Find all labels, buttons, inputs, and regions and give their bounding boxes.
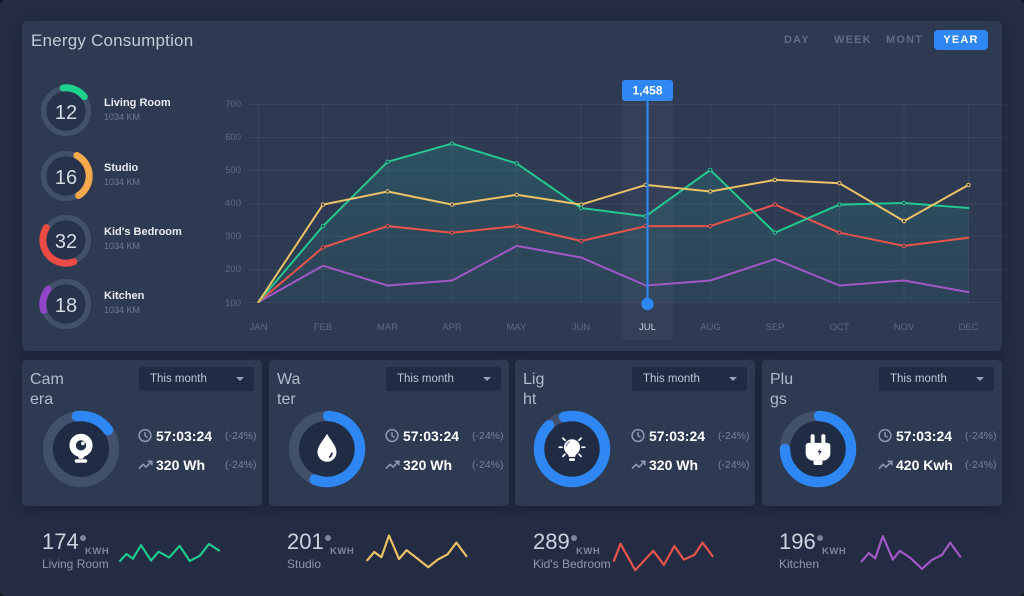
svg-text:MAY: MAY <box>507 322 528 333</box>
svg-text:JUL: JUL <box>639 322 656 333</box>
svg-text:500: 500 <box>225 165 241 176</box>
svg-text:NOV: NOV <box>894 322 915 333</box>
svg-text:FEB: FEB <box>314 322 332 333</box>
svg-text:AUG: AUG <box>700 322 721 333</box>
svg-text:MAR: MAR <box>377 322 398 333</box>
svg-text:1,458: 1,458 <box>632 84 662 98</box>
svg-text:300: 300 <box>225 231 241 242</box>
svg-text:700: 700 <box>225 99 241 110</box>
svg-text:200: 200 <box>225 264 241 275</box>
svg-text:JUN: JUN <box>572 322 591 333</box>
svg-text:400: 400 <box>225 198 241 209</box>
svg-text:SEP: SEP <box>765 322 784 333</box>
svg-text:DEC: DEC <box>958 322 978 333</box>
svg-text:100: 100 <box>225 298 241 309</box>
svg-text:OCT: OCT <box>829 322 849 333</box>
svg-text:600: 600 <box>225 132 241 143</box>
svg-text:JAN: JAN <box>250 322 268 333</box>
svg-text:APR: APR <box>442 322 462 333</box>
